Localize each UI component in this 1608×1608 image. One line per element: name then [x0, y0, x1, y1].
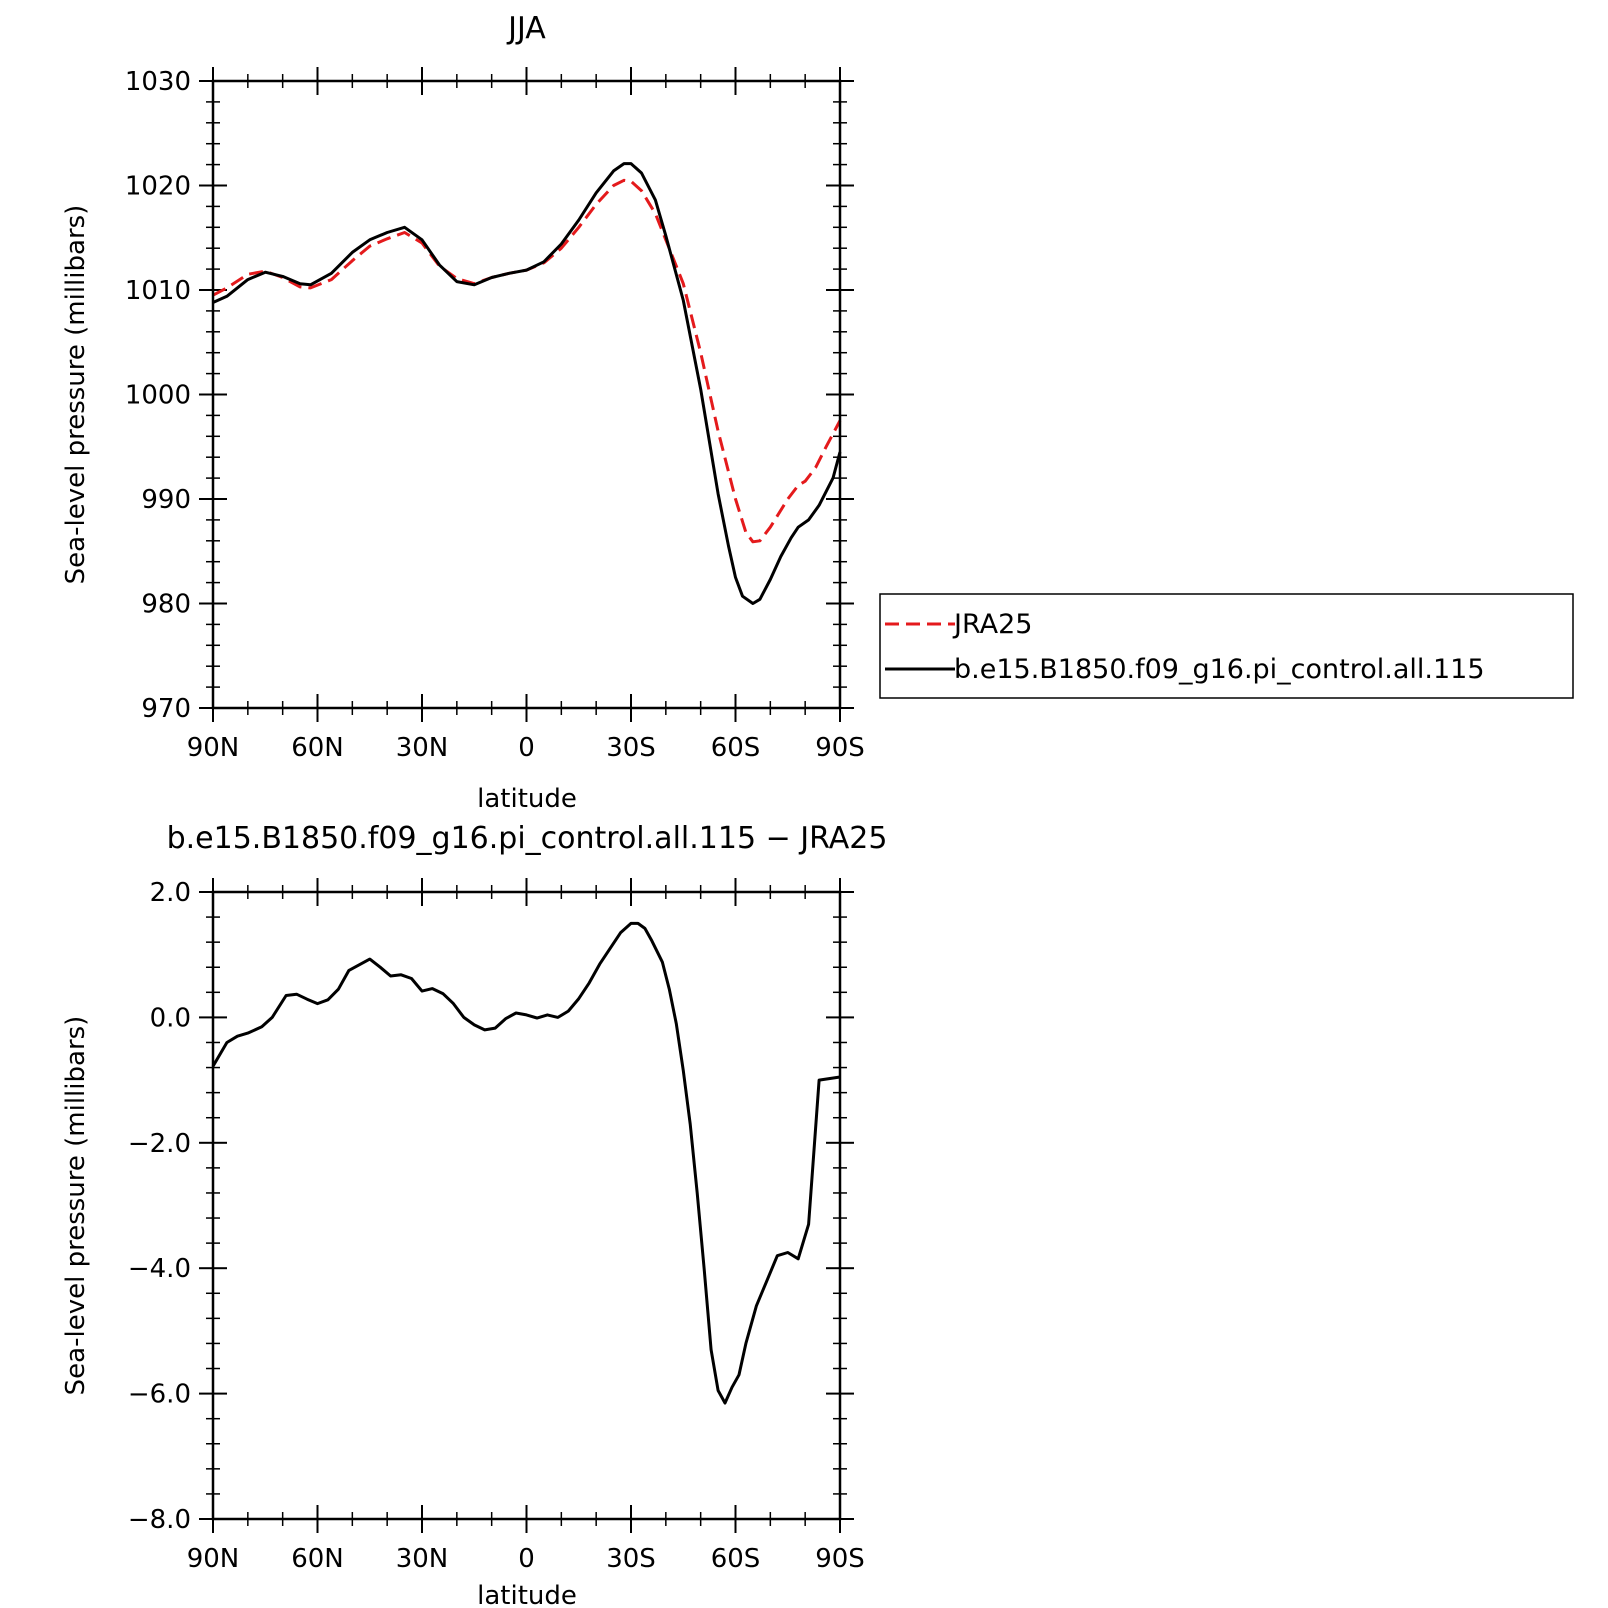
top-panel-title: JJA	[506, 11, 546, 46]
x-tick-label: 30N	[396, 1544, 449, 1574]
y-tick-label: −4.0	[128, 1254, 191, 1284]
x-tick-label: 90S	[815, 733, 865, 763]
series-line-jra25	[212, 178, 842, 544]
x-tick-label: 90S	[815, 1544, 865, 1574]
y-tick-label: −6.0	[128, 1380, 191, 1410]
top-panel-ticks: 90N 60N 30N 0 30S 60S 90S 970 980 990 1000 1010 1020…	[125, 67, 865, 763]
y-tick-label: 1010	[125, 276, 191, 306]
top-panel-ylabel: Sea-level pressure (millibars)	[61, 205, 91, 585]
x-tick-label: 30N	[396, 733, 449, 763]
x-tick-label: 90N	[187, 733, 240, 763]
x-tick-label: 90N	[187, 1544, 240, 1574]
series-line-b-e15-b1850-f09-g16-pi-control-all-115	[212, 162, 842, 605]
y-tick-label: 990	[141, 485, 191, 515]
y-tick-label: −2.0	[128, 1129, 191, 1159]
top-panel: JJA 90N 60N 30N 0 30S 60S 90S 970 980 990 1000 1010…	[61, 11, 865, 814]
x-tick-label: 60S	[711, 1544, 761, 1574]
y-tick-label: 1020	[125, 172, 191, 202]
x-tick-label: 30S	[606, 1544, 656, 1574]
top-panel-frame	[211, 79, 842, 710]
series-line-0	[211, 921, 841, 1405]
top-panel-xlabel: latitude	[477, 784, 577, 814]
bottom-panel-ticks: 90N 60N 30N 0 30S 60S 90S −8.0 −6.0 −4.0 −2.0 0.0 2.…	[128, 878, 865, 1574]
bottom-panel: b.e15.B1850.f09_g16.pi_control.all.115 −…	[61, 821, 887, 1608]
x-tick-label: 0	[518, 733, 535, 763]
legend-label-jra25: JRA25	[952, 609, 1032, 640]
y-tick-label: 980	[141, 590, 191, 620]
y-tick-label: 0.0	[150, 1003, 191, 1033]
bottom-panel-ylabel: Sea-level pressure (millibars)	[61, 1016, 91, 1396]
bottom-panel-xlabel: latitude	[477, 1581, 577, 1608]
x-tick-label: 60N	[291, 1544, 344, 1574]
legend-label-model: b.e15.B1850.f09_g16.pi_control.all.115	[954, 654, 1485, 685]
legend: JRA25 b.e15.B1850.f09_g16.pi_control.all…	[879, 593, 1574, 699]
x-tick-label: 60N	[291, 733, 344, 763]
bottom-panel-series	[211, 921, 841, 1405]
y-tick-label: 970	[141, 694, 191, 724]
legend-box	[879, 593, 1574, 699]
bottom-panel-frame	[211, 890, 842, 1521]
y-tick-label: −8.0	[128, 1505, 191, 1535]
x-tick-label: 60S	[711, 733, 761, 763]
bottom-panel-title: b.e15.B1850.f09_g16.pi_control.all.115 −…	[167, 821, 888, 856]
y-tick-label: 1000	[125, 381, 191, 411]
x-tick-label: 30S	[606, 733, 656, 763]
y-tick-label: 2.0	[150, 878, 191, 908]
x-tick-label: 0	[518, 1544, 535, 1574]
y-tick-label: 1030	[125, 67, 191, 97]
top-panel-series	[212, 162, 842, 605]
